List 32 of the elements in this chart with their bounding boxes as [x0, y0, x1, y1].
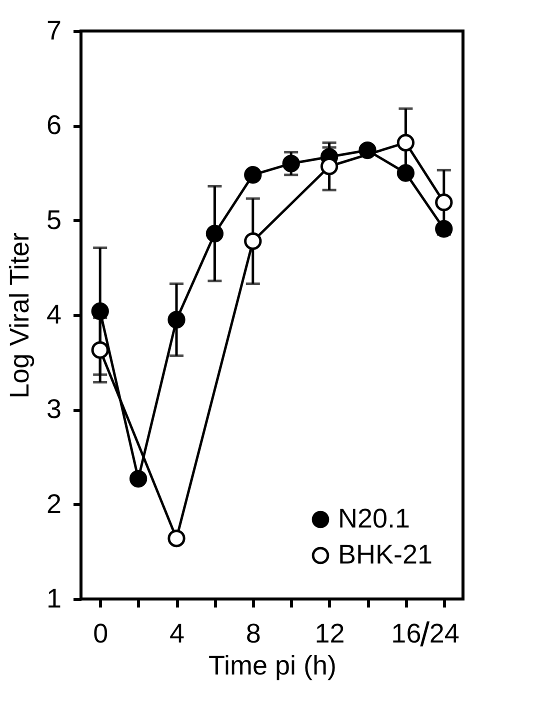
point [129, 470, 148, 488]
y-tick-label: 1 [46, 584, 62, 614]
x-tick-label: 8 [246, 618, 261, 648]
y-tick-label: 5 [46, 204, 62, 235]
legend-label: N20.1 [338, 504, 410, 534]
x-axis-title: Time pi (h) [208, 650, 337, 680]
point [435, 194, 453, 212]
point [358, 141, 376, 160]
x-tick-label: 4 [169, 618, 185, 648]
point [91, 302, 109, 320]
point [244, 232, 262, 250]
point [282, 154, 300, 172]
y-tick-label: 2 [46, 488, 62, 519]
x-tick-label: 16 [391, 618, 422, 648]
y-tick-label: 7 [46, 16, 62, 46]
y-tick-label: 3 [46, 394, 62, 424]
point [168, 530, 186, 548]
point [244, 166, 262, 184]
x-tick-label: 12 [314, 618, 345, 648]
point [435, 220, 453, 238]
y-tick-label: 6 [46, 110, 62, 140]
point [396, 164, 415, 182]
point [91, 341, 109, 359]
text: / [420, 616, 430, 654]
point [206, 224, 224, 242]
point [168, 310, 186, 329]
y-tick-label: 4 [46, 300, 62, 330]
point [396, 134, 415, 152]
legend-label: BHK-21 [338, 540, 433, 570]
x-tick-label: 0 [93, 618, 108, 648]
y-axis-title: Log Viral Titer [4, 232, 34, 399]
x-tick-label: 24 [429, 618, 460, 648]
